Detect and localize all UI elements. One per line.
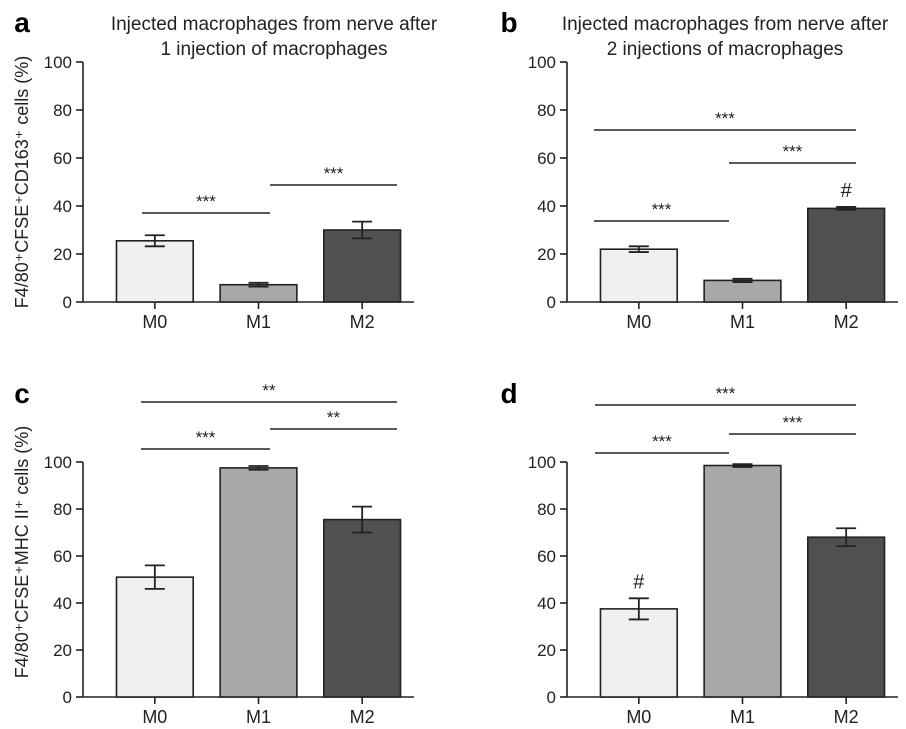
- y-tick-label-d-80: 80: [537, 500, 556, 519]
- category-label-b-M0: M0: [626, 312, 651, 332]
- y-tick-label-c-100: 100: [44, 453, 72, 472]
- significance-label-a-1-2: ***: [324, 164, 344, 183]
- category-label-a-M0: M0: [142, 312, 167, 332]
- bar-a-M0: [115, 240, 194, 303]
- significance-label-b-0-2: ***: [715, 109, 735, 128]
- y-tick-label-a-20: 20: [53, 245, 72, 264]
- significance-label-b-0-1: ***: [652, 200, 672, 219]
- hash-mark-d-M0: #: [633, 571, 645, 593]
- y-tick-label-a-60: 60: [53, 149, 72, 168]
- y-tick-label-a-80: 80: [53, 101, 72, 120]
- y-tick-label-d-40: 40: [537, 594, 556, 613]
- category-label-b-M1: M1: [730, 312, 755, 332]
- panel-title-b-line2: 2 injections of macrophages: [607, 39, 844, 60]
- y-tick-label-c-60: 60: [53, 547, 72, 566]
- y-tick-label-b-100: 100: [528, 53, 556, 72]
- bar-c-M0: [115, 576, 194, 698]
- panel-letter-c: c: [14, 378, 30, 409]
- panel-title-a-line1: Injected macrophages from nerve after: [111, 14, 438, 35]
- y-tick-label-b-20: 20: [537, 245, 556, 264]
- y-tick-label-d-60: 60: [537, 547, 556, 566]
- category-label-c-M2: M2: [350, 707, 375, 727]
- category-label-d-M1: M1: [730, 707, 755, 727]
- category-label-a-M1: M1: [246, 312, 271, 332]
- bar-d-M2: [807, 536, 886, 698]
- significance-label-d-1-2: ***: [783, 413, 803, 432]
- y-tick-label-a-0: 0: [63, 293, 72, 312]
- significance-label-a-0-1: ***: [196, 192, 216, 211]
- category-label-d-M2: M2: [834, 707, 859, 727]
- bar-c-M2: [323, 518, 402, 698]
- category-label-c-M1: M1: [246, 707, 271, 727]
- bar-b-M1: [703, 279, 782, 303]
- bar-d-M1: [703, 464, 782, 698]
- ylabel-top: F4/80⁺CFSE⁺CD163⁺ cells (%): [12, 56, 32, 309]
- y-tick-label-c-80: 80: [53, 500, 72, 519]
- panel-title-a-line2: 1 injection of macrophages: [160, 39, 387, 60]
- significance-label-c-0-2: **: [262, 381, 276, 400]
- bar-d-M0: [599, 608, 678, 698]
- y-tick-label-b-40: 40: [537, 197, 556, 216]
- ylabel-bottom: F4/80⁺CFSE⁺MHC II⁺ cells (%): [12, 426, 32, 679]
- y-tick-label-b-60: 60: [537, 149, 556, 168]
- significance-label-b-1-2: ***: [783, 142, 803, 161]
- bar-c-M1: [219, 467, 298, 698]
- hash-mark-b-M2: #: [841, 180, 853, 202]
- y-tick-label-b-80: 80: [537, 101, 556, 120]
- y-tick-label-c-20: 20: [53, 641, 72, 660]
- category-label-d-M0: M0: [626, 707, 651, 727]
- y-tick-label-c-40: 40: [53, 594, 72, 613]
- category-label-c-M0: M0: [142, 707, 167, 727]
- y-tick-label-a-40: 40: [53, 197, 72, 216]
- bar-a-M2: [323, 229, 402, 303]
- category-label-a-M2: M2: [350, 312, 375, 332]
- significance-label-c-0-1: ***: [196, 428, 216, 447]
- panel-title-b-line1: Injected macrophages from nerve after: [562, 14, 889, 35]
- category-label-b-M2: M2: [834, 312, 859, 332]
- y-tick-label-a-100: 100: [44, 53, 72, 72]
- y-tick-label-b-0: 0: [547, 293, 556, 312]
- bar-b-M2: [807, 207, 886, 303]
- panel-letter-b: b: [500, 7, 517, 38]
- panel-letter-a: a: [14, 7, 30, 38]
- significance-label-c-1-2: **: [327, 408, 341, 427]
- panel-letter-d: d: [500, 378, 517, 409]
- significance-label-d-0-1: ***: [652, 432, 672, 451]
- significance-label-d-0-2: ***: [716, 384, 736, 403]
- y-tick-label-d-20: 20: [537, 641, 556, 660]
- y-tick-label-c-0: 0: [63, 688, 72, 707]
- bar-b-M0: [599, 248, 678, 303]
- y-tick-label-d-0: 0: [547, 688, 556, 707]
- y-tick-label-d-100: 100: [528, 453, 556, 472]
